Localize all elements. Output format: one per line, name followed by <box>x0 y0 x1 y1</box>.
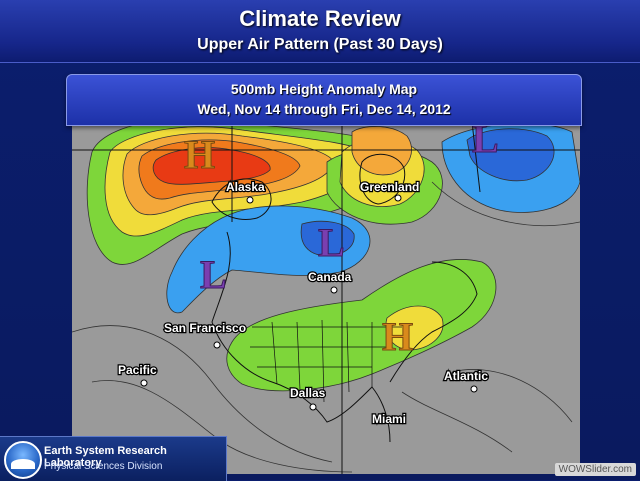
city-label-atlantic: Atlantic <box>444 369 488 383</box>
map-title: 500mb Height Anomaly Map <box>230 81 418 97</box>
city-label-dallas: Dallas <box>290 386 326 400</box>
anomaly-contour-us-positive-core <box>385 305 444 351</box>
coastline-alaska <box>211 178 272 220</box>
logo-lab-name: Earth System Research Laboratory <box>44 445 167 469</box>
city-dot-dallas <box>309 403 317 411</box>
city-dot-alaska <box>246 196 254 204</box>
city-label-miami: Miami <box>372 412 406 426</box>
low-center-canada: L <box>318 220 345 265</box>
city-label-alaska: Alaska <box>226 180 265 194</box>
logo-division: Physical Sciences Division <box>44 461 163 472</box>
map-date-range: Wed, Nov 14 through Fri, Dec 14, 2012 <box>197 101 451 117</box>
city-label-greenland: Greenland <box>360 180 419 194</box>
high-center-northeast-us: H <box>382 314 413 359</box>
city-dot-greenland <box>394 194 402 202</box>
low-center-ne-pacific: L <box>200 252 227 297</box>
city-label-san-francisco: San Francisco <box>164 321 246 335</box>
slide-subtitle: Upper Air Pattern (Past 30 Days) <box>197 36 443 53</box>
contour-line-5 <box>431 181 580 227</box>
contour-line-1 <box>72 325 333 463</box>
height-anomaly-map: H L L L H Alaska Greenland Canada San Fr… <box>72 122 580 474</box>
city-dot-san-francisco <box>213 341 221 349</box>
esrl-logo: Earth System Research Laboratory Physica… <box>0 436 227 481</box>
map-caption: 500mb Height Anomaly Map Wed, Nov 14 thr… <box>66 74 582 126</box>
coastline-north-america <box>211 231 478 443</box>
city-label-pacific: Pacific <box>118 363 157 377</box>
high-center-alaska: H <box>184 132 215 177</box>
anomaly-contour-greenland-core <box>351 126 412 176</box>
low-center-atlantic: L <box>472 122 499 161</box>
city-dot-atlantic <box>470 385 478 393</box>
city-label-canada: Canada <box>308 270 352 284</box>
anomaly-contour-strong-positive <box>152 147 271 185</box>
graticule-lon-3 <box>471 122 481 193</box>
slider-watermark[interactable]: WOWSlider.com <box>554 463 636 476</box>
city-dot-canada <box>330 286 338 294</box>
city-dot-pacific <box>140 379 148 387</box>
anomaly-contour-atlantic-low-inner <box>466 128 555 182</box>
anomaly-contour-us-positive <box>226 258 497 392</box>
coastline-greenland <box>359 153 406 205</box>
noaa-seal-icon <box>4 441 42 479</box>
us-state-borders <box>250 319 402 403</box>
contour-line-4 <box>401 391 513 453</box>
anomaly-contour-canada-low-core <box>300 220 355 257</box>
contour-line-3 <box>451 369 573 423</box>
slide-title: Climate Review <box>239 6 401 31</box>
slide-header: Climate Review Upper Air Pattern (Past 3… <box>0 0 640 63</box>
